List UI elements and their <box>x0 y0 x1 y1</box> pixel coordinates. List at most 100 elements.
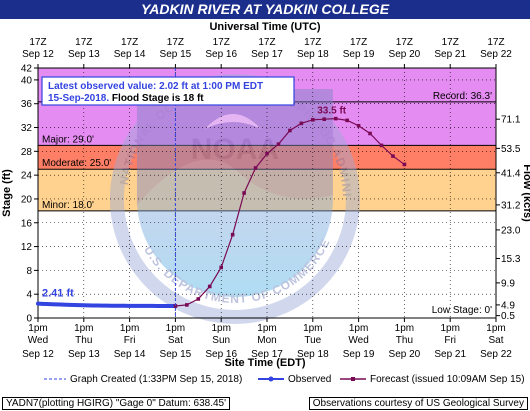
forecast-point <box>379 143 384 148</box>
top-tick-hour: 17Z <box>396 37 413 48</box>
flow-tick-label: 31.2 <box>501 200 521 211</box>
bottom-tick-time: 1pm <box>120 323 139 334</box>
legend: Graph Created (1:33PM Sep 15, 2018) Obser… <box>44 374 525 385</box>
bottom-tick-time: 1pm <box>257 323 276 334</box>
bottom-tick-day: Wed <box>348 335 368 346</box>
bottom-tick-time: 1pm <box>28 323 47 334</box>
y2-axis-title: Flow (kcfs) <box>521 164 530 222</box>
legend-created-label: Graph Created (1:33PM Sep 15, 2018) <box>70 374 242 385</box>
bottom-tick-time: 1pm <box>349 323 368 334</box>
forecast-point <box>391 154 395 158</box>
top-tick-hour: 17Z <box>29 37 46 48</box>
bottom-tick-date: Sep 22 <box>480 349 512 360</box>
chart-title: YADKIN RIVER AT YADKIN COLLEGE <box>0 0 530 19</box>
forecast-point <box>265 151 269 156</box>
y-tick-label: 16 <box>21 218 33 229</box>
observation-credit: Observations courtesy of US Geological S… <box>308 397 528 410</box>
bottom-tick-date: Sep 14 <box>114 349 146 360</box>
bottom-tick-day: Sat <box>168 335 183 346</box>
observed-point <box>77 303 82 307</box>
y-tick-label: 8 <box>26 266 32 277</box>
observed-point <box>95 303 100 308</box>
bottom-tick-time: 1pm <box>211 323 230 334</box>
bottom-tick-date: Sep 18 <box>297 349 329 360</box>
forecast-peak-label: 33.5 ft <box>317 106 347 117</box>
bottom-tick-time: 1pm <box>486 323 505 334</box>
forecast-point <box>368 131 372 136</box>
legend-observed-label: Observed <box>288 374 331 385</box>
observed-point <box>164 304 169 308</box>
observed-point <box>40 302 45 306</box>
forecast-point <box>253 166 258 170</box>
low-stage-label: Low Stage: 0' <box>432 305 492 316</box>
observed-point <box>54 302 59 307</box>
bottom-tick-day: Fri <box>444 335 456 346</box>
legend-forecast-label: Forecast (issued 10:09AM Sep 15) <box>370 374 525 385</box>
top-tick-date: Sep 13 <box>68 49 100 60</box>
top-tick-hour: 17Z <box>442 37 459 48</box>
seal-sky <box>136 88 333 205</box>
bottom-tick-time: 1pm <box>303 323 322 334</box>
top-tick-hour: 17Z <box>121 37 138 48</box>
top-tick-date: Sep 20 <box>389 49 421 60</box>
bottom-tick-day: Sat <box>488 335 503 346</box>
flow-tick-label: 53.5 <box>501 144 521 155</box>
observed-point <box>59 302 63 307</box>
forecast-point <box>288 128 292 133</box>
y-tick-label: 28 <box>21 147 33 158</box>
observed-point <box>36 301 40 306</box>
forecast-point <box>322 117 327 121</box>
band-label-minor: Minor: 18.0' <box>42 200 94 211</box>
observed-start-label: 2.41 ft <box>42 288 74 300</box>
info-line-2: 15-Sep-2018. Flood Stage is 18 ft <box>48 93 204 104</box>
bottom-tick-date: Sep 16 <box>205 349 237 360</box>
bottom-tick-time: 1pm <box>166 323 185 334</box>
forecast-point <box>219 265 223 270</box>
seal-bird <box>204 113 261 129</box>
forecast-point <box>196 297 201 301</box>
bottom-tick-day: Tue <box>304 335 321 346</box>
band-label-major: Major: 29.0' <box>42 134 94 145</box>
y-tick-label: 36 <box>21 99 33 110</box>
y-tick-label: 32 <box>21 123 33 134</box>
y-tick-label: 24 <box>21 171 33 182</box>
observed-point <box>104 303 109 308</box>
flow-tick-label: 0.5 <box>501 311 515 322</box>
y-tick-label: 20 <box>21 194 33 205</box>
top-tick-hour: 17Z <box>213 37 230 48</box>
top-tick-hour: 17Z <box>167 37 184 48</box>
bottom-tick-time: 1pm <box>74 323 93 334</box>
datum-info: YADN7(plotting HGIRG) "Gage 0" Datum: 63… <box>2 397 231 410</box>
top-axis-title: Universal Time (UTC) <box>209 21 320 33</box>
flow-tick-label: 23.0 <box>501 225 521 236</box>
flow-tick-label: 15.3 <box>501 254 521 265</box>
top-tick-hour: 17Z <box>304 37 321 48</box>
top-tick-hour: 17Z <box>258 37 275 48</box>
observed-point <box>155 304 159 308</box>
bottom-tick-time: 1pm <box>395 323 414 334</box>
bottom-tick-day: Thu <box>396 335 413 346</box>
info-box <box>41 76 295 106</box>
observed-point <box>141 304 146 308</box>
y-tick-label: 40 <box>21 75 33 86</box>
observed-point <box>127 304 132 308</box>
top-tick-date: Sep 12 <box>22 49 54 60</box>
forecast-point <box>207 284 212 289</box>
top-tick-date: Sep 19 <box>343 49 375 60</box>
forecast-point <box>402 162 407 167</box>
hydrograph-chart: Minor: 18.0' Moderate: 25.0' Major: 29.0' R… <box>0 19 530 385</box>
forecast-point <box>333 116 338 121</box>
top-tick-date: Sep 14 <box>114 49 146 60</box>
info-date: 15-Sep-2018. <box>48 93 109 104</box>
observed-point <box>132 304 136 308</box>
top-tick-date: Sep 15 <box>160 49 192 60</box>
legend-forecast-marker <box>351 377 355 381</box>
seal-noaa-text: NOAA <box>191 133 279 166</box>
y-tick-label: 12 <box>21 242 33 253</box>
top-tick-hour: 17Z <box>75 37 92 48</box>
bottom-tick-date: Sep 17 <box>251 349 283 360</box>
flow-tick-label: 9.9 <box>501 278 515 289</box>
y-tick-label: 42 <box>21 64 33 75</box>
flow-tick-label: 41.4 <box>501 168 521 179</box>
forecast-point <box>356 123 361 128</box>
